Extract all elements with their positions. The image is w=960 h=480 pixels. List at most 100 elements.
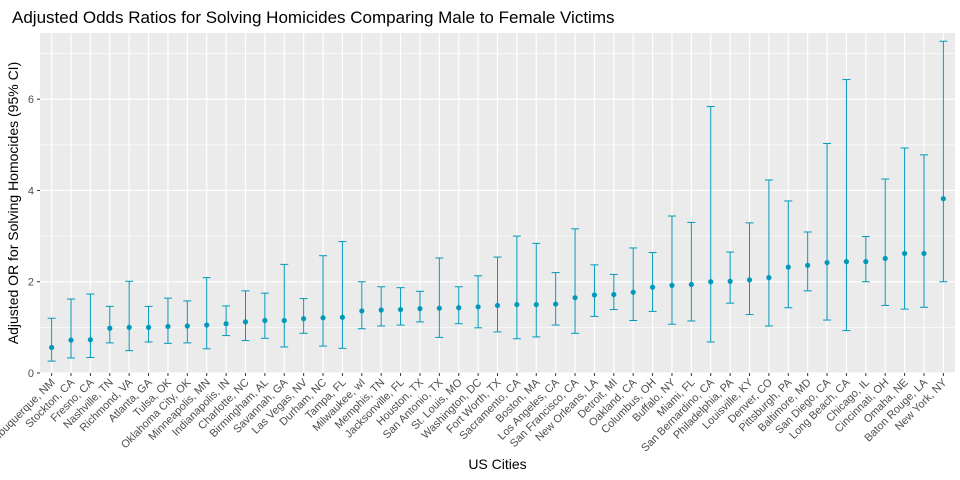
x-axis-title: US Cities: [468, 456, 526, 472]
city-estimate: [435, 257, 444, 338]
city-estimate: [125, 280, 134, 352]
city-estimate: [86, 293, 95, 358]
or-point: [785, 264, 791, 270]
or-point: [882, 255, 888, 262]
city-estimate: [571, 228, 580, 334]
city-estimate: [260, 292, 269, 339]
or-point: [145, 324, 152, 330]
city-estimate: [202, 277, 211, 350]
or-point: [49, 344, 55, 351]
city-estimate: [512, 235, 521, 340]
city-estimate: [163, 297, 172, 344]
city-estimate: [280, 263, 289, 348]
or-point: [242, 319, 249, 325]
y-axis-title: Adjusted OR for Solving Homocides (95% C…: [5, 62, 21, 344]
city-estimate: [454, 286, 463, 325]
city-estimate: [222, 305, 231, 337]
y-tick-label: 6: [28, 94, 34, 106]
or-point: [863, 259, 869, 265]
city-estimate: [474, 275, 483, 329]
or-point: [514, 301, 520, 308]
city-estimate: [919, 154, 928, 308]
or-point: [572, 295, 578, 301]
city-estimate: [764, 179, 773, 327]
or-point: [223, 321, 229, 327]
or-point: [397, 306, 404, 313]
city-estimate: [687, 221, 696, 322]
city-estimate: [881, 178, 890, 306]
or-point: [727, 278, 733, 284]
city-estimate: [861, 236, 870, 283]
y-tick-label: 4: [28, 185, 34, 197]
or-point: [611, 291, 617, 298]
city-estimate: [493, 256, 502, 333]
or-point: [456, 305, 462, 311]
city-estimate: [357, 281, 366, 330]
city-estimate: [648, 252, 657, 312]
city-estimate: [47, 317, 56, 362]
city-estimate: [609, 273, 618, 311]
city-estimate: [842, 79, 851, 332]
or-point: [805, 262, 811, 268]
city-estimate: [590, 264, 599, 317]
or-point: [107, 325, 113, 331]
or-point: [591, 292, 598, 298]
or-point: [320, 315, 326, 321]
or-point: [184, 323, 190, 329]
or-point: [378, 307, 384, 313]
city-estimate: [241, 290, 250, 342]
city-estimate: [532, 242, 541, 338]
city-estimate: [396, 287, 405, 326]
y-tick-label: 0: [28, 368, 34, 380]
or-point: [533, 301, 539, 308]
or-point: [843, 259, 850, 265]
or-point: [475, 304, 481, 310]
or-point: [281, 317, 287, 324]
or-point: [204, 322, 210, 328]
chart-title: Adjusted Odds Ratios for Solving Homicid…: [12, 8, 615, 27]
or-point: [165, 323, 171, 330]
or-point: [126, 324, 132, 330]
city-estimate: [319, 255, 328, 347]
city-estimate: [67, 298, 76, 359]
city-estimate: [183, 300, 192, 344]
or-point: [940, 196, 946, 202]
city-estimate: [415, 290, 424, 323]
city-estimate: [745, 222, 754, 316]
city-estimate: [706, 105, 715, 343]
or-point: [301, 316, 307, 322]
city-estimate: [939, 40, 948, 283]
city-estimate: [823, 142, 832, 321]
or-point: [339, 314, 346, 320]
or-point: [494, 302, 501, 309]
or-point: [436, 305, 442, 311]
city-estimate: [900, 147, 909, 310]
or-point: [708, 279, 714, 285]
y-tick-label: 2: [28, 277, 34, 289]
or-point: [921, 250, 927, 257]
or-point: [746, 277, 753, 283]
or-point: [688, 281, 694, 288]
city-estimate: [629, 247, 638, 322]
city-estimate: [144, 305, 153, 343]
city-estimate: [803, 231, 812, 292]
or-point: [553, 301, 559, 307]
or-point: [359, 308, 365, 314]
data-marks: [47, 40, 948, 362]
city-estimate: [377, 286, 386, 327]
city-estimate: [338, 241, 347, 349]
city-estimate: [667, 215, 676, 325]
or-point: [630, 289, 636, 295]
or-point: [824, 259, 830, 266]
or-point: [649, 284, 656, 290]
or-point: [68, 337, 74, 343]
or-point: [669, 282, 675, 288]
city-estimate: [551, 272, 560, 326]
city-estimate: [105, 305, 114, 344]
or-point: [87, 337, 94, 343]
or-point: [766, 275, 772, 281]
city-estimate: [299, 298, 308, 334]
city-estimate: [784, 200, 793, 309]
